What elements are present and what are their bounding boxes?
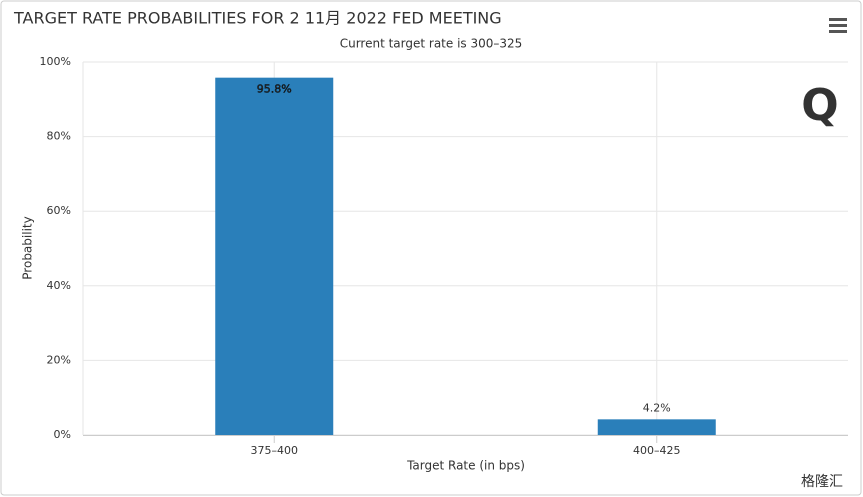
chart-title: TARGET RATE PROBABILITIES FOR 2 11月 2022… — [13, 9, 502, 28]
bar — [215, 77, 334, 435]
chart-subtitle: Current target rate is 300–325 — [340, 37, 523, 51]
x-tick-label: 375–400 — [251, 444, 299, 457]
data-label: 95.8% — [257, 83, 292, 96]
y-axis-label: Probability — [21, 216, 35, 279]
y-tick-label: 0% — [54, 428, 71, 441]
logo-watermark: Q — [801, 80, 838, 131]
y-tick-label: 20% — [47, 353, 71, 366]
menu-line — [829, 18, 847, 21]
y-tick-label: 80% — [47, 130, 71, 143]
x-axis-label: Target Rate (in bps) — [406, 459, 525, 473]
menu-line — [829, 30, 847, 33]
menu-button[interactable] — [829, 18, 847, 33]
y-tick-label: 40% — [47, 279, 71, 292]
bar — [597, 419, 716, 435]
y-tick-label: 60% — [47, 204, 71, 217]
data-label: 4.2% — [643, 401, 671, 414]
x-tick-label: 400–425 — [633, 444, 681, 457]
menu-line — [829, 24, 847, 27]
y-tick-label: 100% — [40, 55, 71, 68]
watermark: 格隆汇 — [801, 474, 843, 490]
